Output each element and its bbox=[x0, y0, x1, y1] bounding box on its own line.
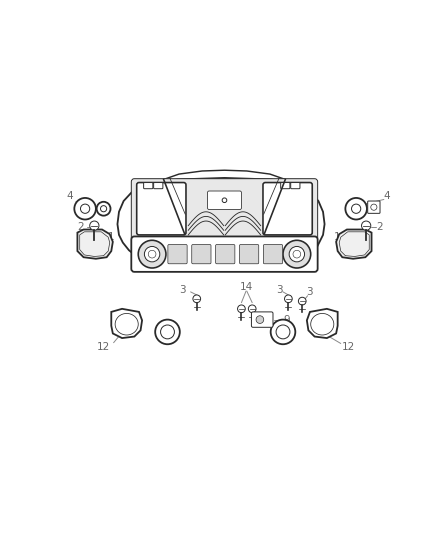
Circle shape bbox=[148, 251, 156, 258]
Circle shape bbox=[361, 221, 371, 230]
FancyBboxPatch shape bbox=[192, 245, 211, 264]
Circle shape bbox=[256, 316, 264, 324]
Text: 3: 3 bbox=[180, 285, 186, 295]
FancyBboxPatch shape bbox=[137, 182, 186, 235]
Circle shape bbox=[193, 295, 201, 303]
Polygon shape bbox=[111, 309, 142, 338]
FancyBboxPatch shape bbox=[240, 245, 259, 264]
Circle shape bbox=[81, 204, 90, 213]
FancyBboxPatch shape bbox=[144, 182, 153, 189]
Circle shape bbox=[285, 295, 292, 303]
FancyBboxPatch shape bbox=[131, 179, 318, 240]
FancyBboxPatch shape bbox=[154, 182, 163, 189]
Text: 1: 1 bbox=[108, 232, 115, 242]
Polygon shape bbox=[336, 230, 371, 259]
Circle shape bbox=[97, 202, 110, 216]
FancyBboxPatch shape bbox=[168, 245, 187, 264]
FancyBboxPatch shape bbox=[291, 182, 300, 189]
Text: 9: 9 bbox=[283, 316, 290, 325]
Circle shape bbox=[138, 240, 166, 268]
Circle shape bbox=[161, 325, 174, 339]
Circle shape bbox=[289, 246, 304, 262]
Circle shape bbox=[222, 198, 227, 203]
Circle shape bbox=[90, 221, 99, 230]
Text: 4: 4 bbox=[67, 191, 73, 201]
Circle shape bbox=[100, 206, 107, 212]
FancyBboxPatch shape bbox=[208, 191, 241, 209]
Circle shape bbox=[346, 198, 367, 220]
FancyBboxPatch shape bbox=[263, 182, 312, 235]
Text: 1: 1 bbox=[334, 232, 341, 242]
Circle shape bbox=[145, 246, 160, 262]
Circle shape bbox=[74, 198, 96, 220]
Text: 12: 12 bbox=[97, 342, 110, 352]
Circle shape bbox=[237, 305, 245, 313]
Circle shape bbox=[293, 251, 301, 258]
Text: 4: 4 bbox=[384, 191, 390, 201]
Circle shape bbox=[155, 320, 180, 344]
Circle shape bbox=[283, 240, 311, 268]
Text: 12: 12 bbox=[342, 342, 355, 352]
FancyBboxPatch shape bbox=[367, 201, 380, 213]
Circle shape bbox=[271, 320, 295, 344]
Circle shape bbox=[276, 325, 290, 339]
Text: 14: 14 bbox=[240, 282, 253, 292]
FancyBboxPatch shape bbox=[215, 245, 235, 264]
Circle shape bbox=[352, 204, 361, 213]
Circle shape bbox=[248, 305, 256, 313]
FancyBboxPatch shape bbox=[251, 312, 273, 327]
Polygon shape bbox=[78, 230, 113, 259]
FancyBboxPatch shape bbox=[281, 182, 290, 189]
FancyBboxPatch shape bbox=[131, 237, 318, 272]
Text: 3: 3 bbox=[307, 287, 313, 297]
Circle shape bbox=[371, 204, 377, 210]
FancyBboxPatch shape bbox=[263, 245, 283, 264]
Text: 3: 3 bbox=[276, 285, 283, 295]
Polygon shape bbox=[307, 309, 338, 338]
Circle shape bbox=[298, 297, 306, 305]
Polygon shape bbox=[117, 178, 325, 269]
Text: 2: 2 bbox=[77, 222, 84, 232]
Text: 2: 2 bbox=[376, 222, 382, 232]
